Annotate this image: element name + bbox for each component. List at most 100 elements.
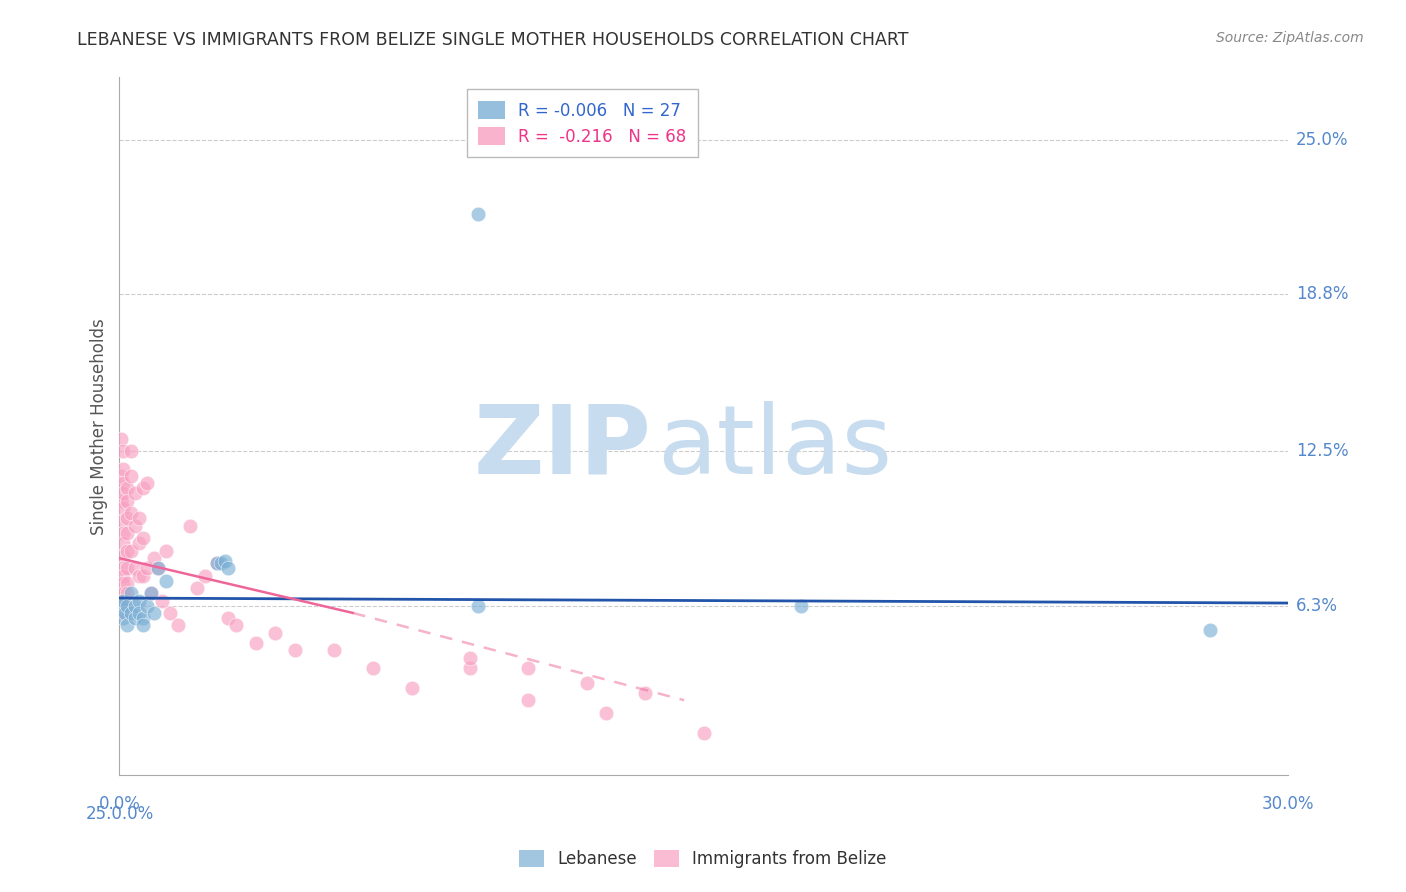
Text: ZIP: ZIP	[474, 401, 651, 493]
Point	[155, 574, 177, 588]
Point	[112, 514, 135, 528]
Point	[112, 586, 135, 600]
Point	[128, 536, 150, 550]
Point	[112, 611, 135, 625]
Point	[112, 568, 135, 582]
Point	[112, 561, 135, 575]
Point	[194, 568, 217, 582]
Point	[112, 549, 135, 563]
Point	[115, 599, 138, 613]
Point	[322, 643, 344, 657]
Point	[132, 531, 155, 545]
Point	[517, 661, 540, 675]
Text: 0.0%: 0.0%	[98, 795, 141, 813]
Point	[214, 554, 236, 568]
Text: atlas: atlas	[657, 401, 891, 493]
Legend: Lebanese, Immigrants from Belize: Lebanese, Immigrants from Belize	[513, 843, 893, 875]
Point	[595, 706, 617, 720]
Point	[115, 561, 138, 575]
Point	[186, 581, 208, 595]
Point	[120, 444, 142, 458]
Text: 25.0.0%: 25.0.0%	[86, 805, 153, 823]
Point	[155, 543, 177, 558]
Point	[112, 444, 135, 458]
Point	[143, 551, 166, 566]
Point	[124, 599, 146, 613]
Point	[120, 507, 142, 521]
Point	[112, 576, 135, 591]
Point	[218, 611, 240, 625]
Text: LEBANESE VS IMMIGRANTS FROM BELIZE SINGLE MOTHER HOUSEHOLDS CORRELATION CHART: LEBANESE VS IMMIGRANTS FROM BELIZE SINGL…	[77, 31, 908, 49]
Point	[135, 476, 157, 491]
Point	[128, 511, 150, 525]
Point	[120, 606, 142, 620]
Point	[225, 618, 247, 632]
Point	[634, 686, 657, 700]
Point	[115, 482, 138, 496]
Point	[467, 599, 489, 613]
Point	[128, 593, 150, 607]
Point	[467, 207, 489, 221]
Point	[112, 593, 135, 607]
Point	[209, 556, 232, 570]
Point	[112, 526, 135, 541]
Point	[790, 599, 813, 613]
Point	[110, 599, 132, 613]
Point	[115, 526, 138, 541]
Text: 25.0%: 25.0%	[1296, 131, 1348, 149]
Point	[143, 606, 166, 620]
Y-axis label: Single Mother Households: Single Mother Households	[90, 318, 108, 534]
Point	[132, 568, 155, 582]
Point	[112, 486, 135, 500]
Point	[245, 636, 267, 650]
Point	[112, 501, 135, 516]
Point	[148, 561, 170, 575]
Point	[124, 486, 146, 500]
Point	[112, 476, 135, 491]
Point	[120, 543, 142, 558]
Point	[284, 643, 307, 657]
Point	[264, 626, 287, 640]
Point	[128, 568, 150, 582]
Point	[128, 606, 150, 620]
Point	[401, 681, 423, 695]
Point	[218, 561, 240, 575]
Text: 18.8%: 18.8%	[1296, 285, 1348, 303]
Point	[205, 556, 228, 570]
Text: 30.0%: 30.0%	[1261, 795, 1315, 813]
Point	[139, 586, 162, 600]
Text: 12.5%: 12.5%	[1296, 442, 1348, 460]
Point	[517, 693, 540, 707]
Point	[124, 611, 146, 625]
Point	[114, 606, 136, 620]
Point	[159, 606, 181, 620]
Point	[115, 586, 138, 600]
Legend: R = -0.006   N = 27, R =  -0.216   N = 68: R = -0.006 N = 27, R = -0.216 N = 68	[467, 89, 699, 157]
Point	[112, 461, 135, 475]
Point	[1199, 624, 1222, 638]
Point	[132, 611, 155, 625]
Point	[458, 650, 481, 665]
Point	[135, 599, 157, 613]
Point	[110, 469, 132, 483]
Point	[148, 561, 170, 575]
Point	[361, 661, 384, 675]
Point	[205, 556, 228, 570]
Point	[112, 593, 135, 607]
Point	[132, 618, 155, 632]
Point	[124, 518, 146, 533]
Point	[692, 725, 714, 739]
Point	[132, 482, 155, 496]
Point	[115, 511, 138, 525]
Point	[120, 586, 142, 600]
Point	[115, 618, 138, 632]
Point	[135, 561, 157, 575]
Point	[575, 675, 598, 690]
Point	[150, 593, 173, 607]
Point	[112, 536, 135, 550]
Point	[112, 606, 135, 620]
Point	[166, 618, 188, 632]
Point	[115, 543, 138, 558]
Point	[115, 494, 138, 508]
Point	[124, 561, 146, 575]
